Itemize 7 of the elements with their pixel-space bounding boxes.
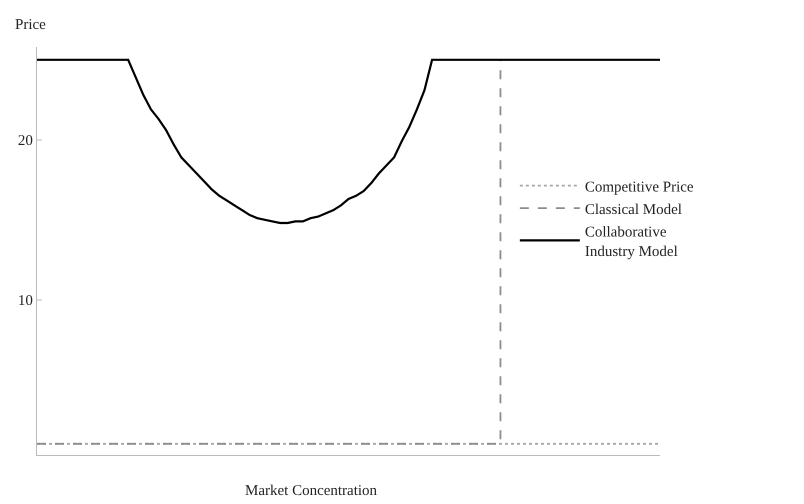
x-axis-title: Market Concentration bbox=[245, 483, 378, 499]
legend-label: Collaborative Industry Model bbox=[584, 224, 678, 260]
legend-label: Classical Model bbox=[584, 202, 682, 218]
y-axis-title: Price bbox=[15, 17, 46, 33]
y-tick-label: 20 bbox=[18, 133, 33, 150]
legend-label: Competitive Price bbox=[584, 180, 694, 196]
y-tick-label: 10 bbox=[18, 293, 33, 310]
